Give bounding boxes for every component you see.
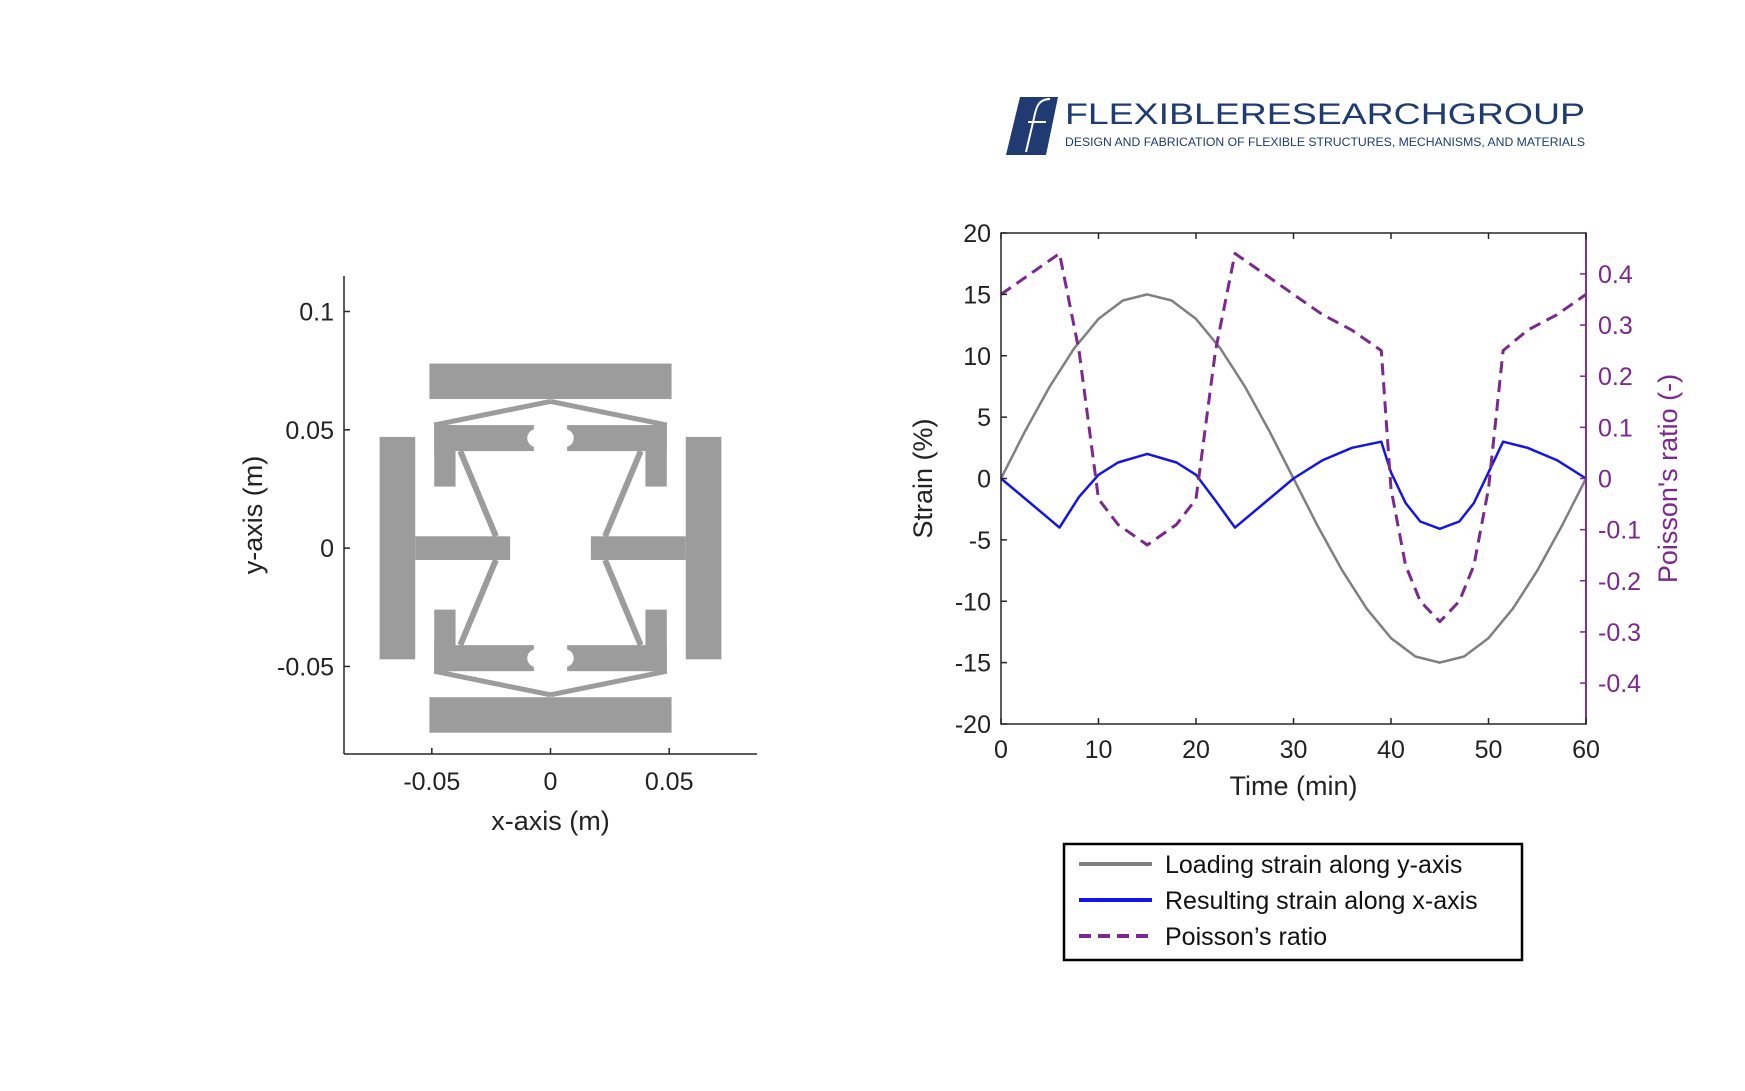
y-tick-label: -20 xyxy=(955,711,991,739)
right-bar xyxy=(685,436,722,660)
structure-ticks: -0.05 0 0.05 -0.05 0 0.05 0.1 xyxy=(277,298,693,796)
logo-tagline: DESIGN AND FABRICATION OF FLEXIBLE STRUC… xyxy=(1065,135,1585,149)
structure-diagram: -0.05 0 0.05 -0.05 0 0.05 0.1 x-axis (m) y-axi… xyxy=(238,276,757,836)
strut xyxy=(457,449,499,538)
y-tick-label: 20 xyxy=(963,220,991,248)
legend-item-poissons-ratio-label: Poisson’s ratio xyxy=(1165,923,1327,951)
strut xyxy=(550,668,668,698)
bottom-right-bracket-v xyxy=(645,609,667,672)
y2-tick-label: 0.2 xyxy=(1598,363,1633,391)
strain-series xyxy=(999,252,1588,664)
y2-tick-label: 0.3 xyxy=(1598,312,1633,340)
strut xyxy=(602,558,644,647)
poissons-ratio-line xyxy=(1000,252,1587,624)
flexible-research-group-logo: FLEXIBLERESEARCHGROUP DESIGN AND FABRICA… xyxy=(1006,97,1585,155)
x-tick-label: 0 xyxy=(994,736,1008,764)
logo-title: FLEXIBLERESEARCHGROUP xyxy=(1065,98,1585,131)
y2-tick-label: 0.1 xyxy=(1598,414,1633,442)
strut xyxy=(602,449,644,538)
hinge-notch xyxy=(555,429,574,448)
hinge-notch xyxy=(527,649,546,668)
x-tick-label: 0 xyxy=(544,768,558,796)
strain-ticks: 0 10 20 30 40 50 6020151050-5-10-15-200.40.30.… xyxy=(955,220,1641,764)
structure-y-axis-label: y-axis (m) xyxy=(238,456,268,574)
legend-item-resulting-strain-label: Resulting strain along x-axis xyxy=(1165,887,1478,915)
y-tick-label: -15 xyxy=(955,650,991,678)
strain-chart: 0 10 20 30 40 50 6020151050-5-10-15-200.40.30.… xyxy=(908,220,1683,801)
hinge-notch xyxy=(527,429,546,448)
y2-tick-label: -0.2 xyxy=(1598,568,1641,596)
strut xyxy=(433,668,551,698)
logo-f-glyph-icon xyxy=(1025,98,1051,153)
y-tick-label: 0.05 xyxy=(285,417,334,445)
top-left-bracket-v xyxy=(434,425,456,487)
top-bar xyxy=(429,363,672,400)
strain-x-axis-label: Time (min) xyxy=(1230,771,1358,801)
y-tick-label: 0 xyxy=(320,535,334,563)
right-arm xyxy=(590,536,686,560)
bottom-bar xyxy=(429,697,672,733)
top-right-bracket-v xyxy=(645,425,667,487)
y-tick-label: 5 xyxy=(977,404,991,432)
y2-tick-label: -0.3 xyxy=(1598,619,1641,647)
strut xyxy=(457,558,499,647)
strut xyxy=(550,398,668,428)
left-bar xyxy=(379,436,416,660)
y-tick-label: 10 xyxy=(963,343,991,371)
y2-tick-label: -0.4 xyxy=(1598,670,1641,698)
legend-item-loading-strain-label: Loading strain along y-axis xyxy=(1165,851,1462,879)
strain-y-axis-label: Strain (%) xyxy=(908,418,938,538)
hinge-notch xyxy=(555,649,574,668)
left-arm xyxy=(415,536,511,560)
strut xyxy=(433,398,551,428)
y-tick-label: 0 xyxy=(977,466,991,494)
x-tick-label: 10 xyxy=(1085,736,1113,764)
poisson-y-axis-label: Poisson's ratio (-) xyxy=(1653,374,1683,583)
x-tick-label: 50 xyxy=(1475,736,1503,764)
x-tick-label: 40 xyxy=(1377,736,1405,764)
structure-x-axis-label: x-axis (m) xyxy=(491,806,609,836)
resulting-strain-line xyxy=(1000,440,1587,531)
x-tick-label: 20 xyxy=(1182,736,1210,764)
x-tick-label: 30 xyxy=(1280,736,1308,764)
x-tick-label: 0.05 xyxy=(645,768,694,796)
y-tick-label: -0.05 xyxy=(277,653,334,681)
y2-tick-label: 0.4 xyxy=(1598,261,1633,289)
y-tick-label: -10 xyxy=(955,588,991,616)
y2-tick-label: -0.1 xyxy=(1598,517,1641,545)
y2-tick-label: 0 xyxy=(1598,466,1612,494)
x-tick-label: 60 xyxy=(1572,736,1600,764)
metamaterial-structure xyxy=(379,363,722,733)
y-tick-label: 15 xyxy=(963,281,991,309)
x-tick-label: -0.05 xyxy=(403,768,460,796)
y-tick-label: -5 xyxy=(969,527,991,555)
y-tick-label: 0.1 xyxy=(299,298,334,326)
bottom-left-bracket-v xyxy=(434,609,456,672)
legend: Loading strain along y-axis Resulting str… xyxy=(1062,842,1524,962)
